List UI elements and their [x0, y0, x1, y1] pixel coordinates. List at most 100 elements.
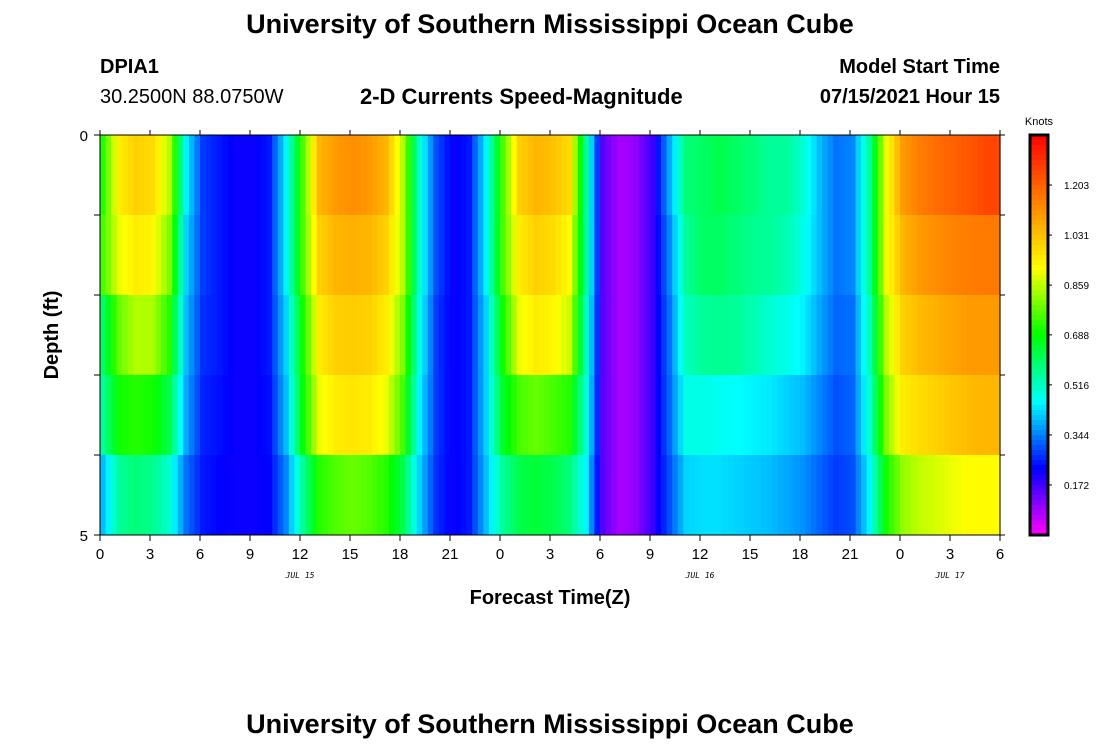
heatmap-cell: [822, 455, 829, 536]
heatmap-cell: [216, 135, 223, 216]
heatmap-cell: [488, 135, 496, 216]
heatmap-cell: [238, 215, 246, 296]
heatmap-cell: [572, 295, 579, 376]
heatmap-cell: [750, 295, 757, 376]
heatmap-cell: [944, 135, 951, 216]
heatmap-cell: [805, 295, 812, 376]
heatmap-cell: [450, 215, 457, 296]
x-tick-label: 18: [392, 546, 409, 563]
y-tick-label: 0: [80, 128, 88, 145]
heatmap-cell: [733, 295, 740, 376]
heatmap-cell: [472, 375, 479, 456]
heatmap-cell: [427, 295, 434, 376]
heatmap-cell: [127, 295, 134, 376]
heatmap-cell: [566, 135, 573, 216]
colorbar-segment: [1030, 290, 1048, 296]
heatmap-cell: [311, 215, 318, 296]
heatmap-cell: [388, 295, 396, 376]
heatmap-cell: [316, 455, 323, 536]
colorbar-segment: [1030, 315, 1048, 321]
heatmap-cell: [861, 135, 868, 216]
heatmap-cell: [488, 295, 496, 376]
heatmap-cell: [638, 135, 646, 216]
heatmap-cell: [338, 295, 346, 376]
heatmap-cell: [316, 375, 323, 456]
heatmap-cell: [811, 215, 818, 296]
heatmap-cell: [988, 135, 996, 216]
heatmap-cell: [400, 135, 407, 216]
heatmap-cell: [577, 375, 584, 456]
heatmap-cell: [755, 375, 762, 456]
colorbar-tick-label: 0.516: [1064, 381, 1089, 392]
heatmap-cell: [383, 455, 390, 536]
heatmap-cell: [477, 455, 484, 536]
heatmap-cell: [733, 135, 740, 216]
heatmap-cell: [911, 215, 918, 296]
heatmap-cell: [572, 215, 579, 296]
heatmap-cell: [488, 215, 496, 296]
colorbar-tick-label: 0.859: [1064, 281, 1089, 292]
colorbar-segment: [1030, 490, 1048, 496]
heatmap-cell: [877, 295, 884, 376]
heatmap-cell: [583, 215, 590, 296]
heatmap-cell: [822, 135, 829, 216]
heatmap-cell: [833, 375, 840, 456]
heatmap-cell: [394, 375, 401, 456]
heatmap-cell: [272, 215, 279, 296]
heatmap-cell: [883, 455, 890, 536]
heatmap-cell: [755, 215, 762, 296]
heatmap-cell: [322, 135, 329, 216]
heatmap-cell: [411, 295, 418, 376]
heatmap-cell: [344, 135, 351, 216]
heatmap-cell: [933, 215, 940, 296]
heatmap-cell: [550, 295, 557, 376]
heatmap-cell: [222, 455, 229, 536]
heatmap-cell: [727, 215, 734, 296]
heatmap-cell: [688, 295, 696, 376]
heatmap-cell: [605, 455, 612, 536]
colorbar-segment: [1030, 375, 1048, 381]
heatmap-cell: [205, 455, 212, 536]
colorbar-segment: [1030, 245, 1048, 251]
heatmap-cell: [433, 455, 440, 536]
heatmap-cell: [700, 455, 707, 536]
heatmap-cell: [366, 295, 373, 376]
heatmap-cell: [155, 295, 162, 376]
heatmap-cell: [972, 375, 979, 456]
heatmap-cell: [511, 215, 518, 296]
heatmap-cell: [150, 135, 157, 216]
heatmap-cell: [350, 295, 357, 376]
heatmap-cell: [594, 455, 601, 536]
heatmap-cell: [227, 215, 234, 296]
heatmap-cell: [305, 455, 312, 536]
heatmap-cell: [355, 375, 362, 456]
heatmap-cell: [655, 135, 662, 216]
heatmap-cell: [111, 215, 118, 296]
heatmap-cell: [350, 215, 357, 296]
heatmap-cell: [183, 215, 190, 296]
heatmap-cell: [572, 135, 579, 216]
heatmap-cell: [705, 215, 712, 296]
heatmap-cell: [950, 295, 957, 376]
heatmap-cell: [144, 215, 151, 296]
heatmap-cell: [111, 455, 118, 536]
heatmap-cell: [566, 295, 573, 376]
heatmap-cell: [400, 295, 407, 376]
heatmap-cell: [772, 135, 779, 216]
heatmap-cell: [383, 135, 390, 216]
heatmap-cell: [933, 375, 940, 456]
colorbar-segment: [1030, 450, 1048, 456]
heatmap-cell: [377, 215, 384, 296]
heatmap-cell: [500, 215, 507, 296]
heatmap-cell: [127, 455, 134, 536]
heatmap-cell: [161, 455, 168, 536]
heatmap-cell: [538, 135, 546, 216]
heatmap-cell: [177, 295, 184, 376]
heatmap-cell: [422, 295, 429, 376]
heatmap-cell: [150, 375, 157, 456]
heatmap-cell: [244, 295, 251, 376]
heatmap-cell: [400, 375, 407, 456]
heatmap-cell: [394, 215, 401, 296]
heatmap-cell: [177, 215, 184, 296]
heatmap-cell: [361, 375, 368, 456]
